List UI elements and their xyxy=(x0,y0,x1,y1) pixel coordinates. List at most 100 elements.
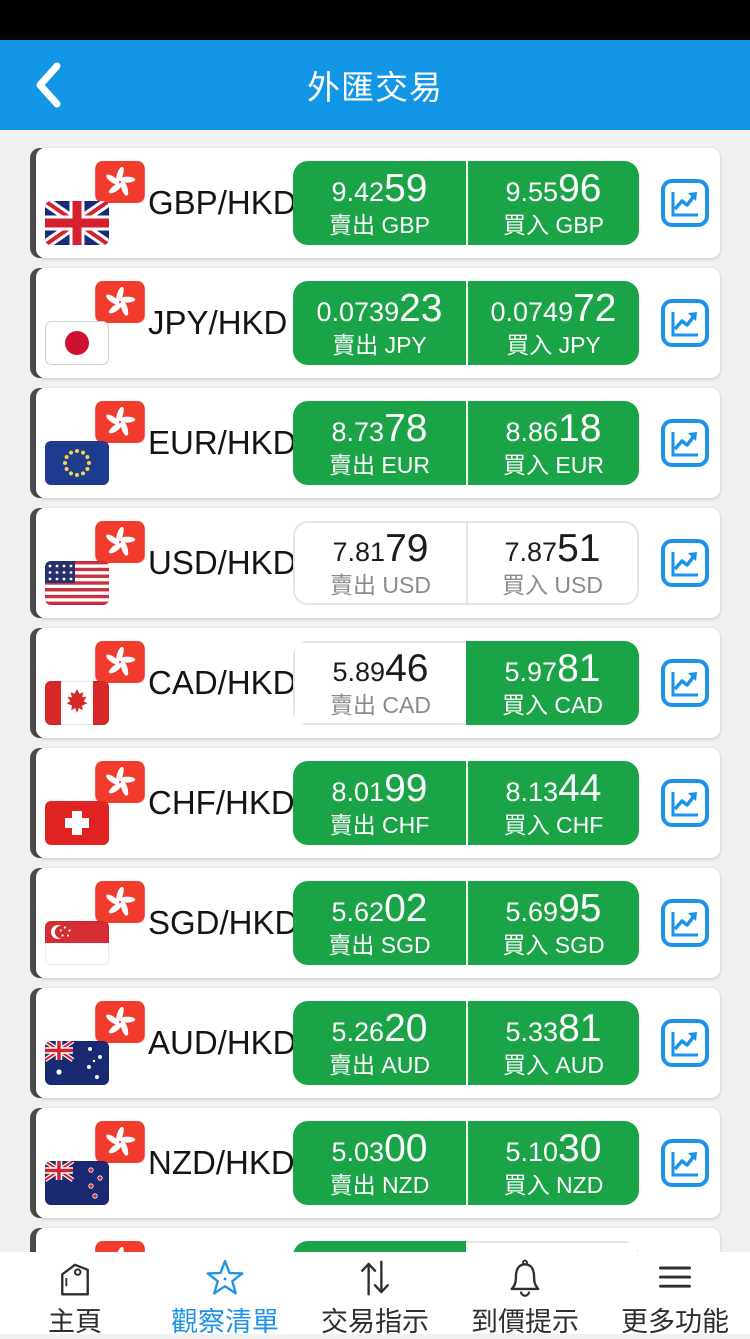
sell-price-big: 02 xyxy=(384,887,428,930)
buy-label: 買入 JPY xyxy=(506,332,601,358)
buy-price-small: 0.0749 xyxy=(490,297,574,327)
sell-price-big: 78 xyxy=(384,407,428,450)
sell-price-small: 8.73 xyxy=(331,417,385,447)
currency-pair-label: GBP/HKD xyxy=(148,184,297,221)
table-row: CHF/HKD 8.01 99 賣出 CHF 8.13 44 買入 CHF xyxy=(30,748,720,858)
buy-label: 買入 CHF xyxy=(503,812,604,838)
sell-label: 賣出 NZD xyxy=(329,1172,430,1198)
chart-button[interactable] xyxy=(660,1018,710,1068)
line-chart-icon xyxy=(660,778,710,828)
flag-gbp-icon xyxy=(45,201,109,245)
sell-price-button[interactable]: 5.03 00 賣出 NZD xyxy=(293,1121,466,1205)
chart-button[interactable] xyxy=(660,418,710,468)
flag-pair xyxy=(45,521,145,605)
buy-price-big: 81 xyxy=(557,647,601,690)
price-button-group: 0.0739 23 賣出 JPY 0.0749 72 買入 JPY xyxy=(293,281,639,365)
buy-label: 買入 GBP xyxy=(503,212,604,238)
flag-pair xyxy=(45,281,145,365)
buy-price-small: 7.87 xyxy=(504,537,558,567)
buy-price-button[interactable]: 5.33 81 買入 AUD xyxy=(466,1001,639,1085)
table-row: CAD/HKD 5.89 46 賣出 CAD 5.97 81 買入 CAD xyxy=(30,628,720,738)
price-button-group: 7.81 79 賣出 USD 7.87 51 買入 USD xyxy=(293,521,639,605)
buy-label: 買入 USD xyxy=(502,572,603,598)
tab-item-arrows-up-down[interactable]: 交易指示 xyxy=(300,1252,450,1337)
buy-price-button[interactable]: 8.13 44 買入 CHF xyxy=(466,761,639,845)
flag-hkd-icon xyxy=(95,401,145,443)
sell-price-small: 9.42 xyxy=(331,177,385,207)
chart-button[interactable] xyxy=(660,898,710,948)
sell-price-small: 5.03 xyxy=(331,1137,385,1167)
line-chart-icon xyxy=(660,418,710,468)
buy-price-button[interactable]: 5.69 95 買入 SGD xyxy=(466,881,639,965)
chart-button[interactable] xyxy=(660,658,710,708)
sell-price-small: 7.81 xyxy=(332,537,386,567)
page-title: 外匯交易 xyxy=(307,69,443,106)
sell-price-button[interactable]: 8.01 99 賣出 CHF xyxy=(293,761,466,845)
line-chart-icon xyxy=(660,1138,710,1188)
buy-price-big: 18 xyxy=(558,407,602,450)
sell-price-button[interactable]: 5.89 46 賣出 CAD xyxy=(293,641,466,725)
bell-icon xyxy=(503,1258,547,1298)
chart-button[interactable] xyxy=(660,778,710,828)
flag-pair xyxy=(45,1241,145,1252)
sell-label: 賣出 CHF xyxy=(329,812,430,838)
tab-item-bell[interactable]: 到價提示 xyxy=(450,1252,600,1337)
tab-label: 觀察清單 xyxy=(171,1307,279,1337)
star-icon xyxy=(203,1258,247,1298)
flag-pair xyxy=(45,161,145,245)
sell-price-button[interactable]: 7.81 79 賣出 USD xyxy=(295,523,466,603)
buy-label: 買入 AUD xyxy=(503,1052,604,1078)
flag-pair xyxy=(45,1001,145,1085)
buy-price-button[interactable]: 8.86 18 買入 EUR xyxy=(466,401,639,485)
sell-price-big: 59 xyxy=(384,167,428,210)
currency-pair-label: AUD/HKD xyxy=(148,1024,297,1061)
chart-button[interactable] xyxy=(660,1138,710,1188)
buy-price-button[interactable]: 0.0749 72 買入 JPY xyxy=(466,281,639,365)
buy-price-small: 5.33 xyxy=(505,1017,559,1047)
table-row-partial xyxy=(30,1228,720,1252)
currency-pair-label: CAD/HKD xyxy=(148,664,297,701)
chevron-left-icon xyxy=(33,61,63,109)
flag-pair xyxy=(45,761,145,845)
price-button-group xyxy=(293,1241,639,1252)
buy-price-big: 51 xyxy=(557,527,601,570)
buy-label: 買入 SGD xyxy=(502,932,605,958)
tab-bar: 主頁 觀察清單 交易指示 到價提示 更多功能 xyxy=(0,1252,750,1337)
line-chart-icon xyxy=(660,1018,710,1068)
flag-usd-icon xyxy=(45,561,109,605)
back-button[interactable] xyxy=(18,40,78,130)
tab-item-tag[interactable]: 主頁 xyxy=(0,1252,150,1337)
chart-button[interactable] xyxy=(660,298,710,348)
sell-price-button[interactable]: 5.26 20 賣出 AUD xyxy=(293,1001,466,1085)
sell-label: 賣出 SGD xyxy=(328,932,431,958)
sell-price-button[interactable]: 8.73 78 賣出 EUR xyxy=(293,401,466,485)
sell-price-button[interactable] xyxy=(293,1241,466,1252)
currency-pair-label: NZD/HKD xyxy=(148,1144,295,1181)
buy-price-button[interactable]: 7.87 51 買入 USD xyxy=(466,523,637,603)
flag-nzd-icon xyxy=(45,1161,109,1205)
buy-price-button[interactable] xyxy=(466,1241,639,1252)
buy-price-button[interactable]: 5.97 81 買入 CAD xyxy=(466,641,639,725)
sell-price-button[interactable]: 0.0739 23 賣出 JPY xyxy=(293,281,466,365)
header: 外匯交易 xyxy=(0,40,750,130)
flag-pair xyxy=(45,401,145,485)
sell-price-button[interactable]: 9.42 59 賣出 GBP xyxy=(293,161,466,245)
buy-price-small: 8.86 xyxy=(505,417,559,447)
chart-button[interactable] xyxy=(660,178,710,228)
flag-jpy-icon xyxy=(45,321,109,365)
flag-hkd-icon xyxy=(95,1001,145,1043)
sell-price-big: 23 xyxy=(399,287,443,330)
price-button-group: 5.89 46 賣出 CAD 5.97 81 買入 CAD xyxy=(293,641,639,725)
table-row: SGD/HKD 5.62 02 賣出 SGD 5.69 95 買入 SGD xyxy=(30,868,720,978)
flag-hkd-icon xyxy=(95,521,145,563)
tab-item-star[interactable]: 觀察清單 xyxy=(150,1252,300,1337)
line-chart-icon xyxy=(660,898,710,948)
buy-price-button[interactable]: 5.10 30 買入 NZD xyxy=(466,1121,639,1205)
sell-label: 賣出 EUR xyxy=(329,452,430,478)
sell-price-button[interactable]: 5.62 02 賣出 SGD xyxy=(293,881,466,965)
buy-price-button[interactable]: 9.55 96 買入 GBP xyxy=(466,161,639,245)
tab-label: 主頁 xyxy=(48,1307,102,1337)
chart-button[interactable] xyxy=(660,538,710,588)
buy-price-small: 9.55 xyxy=(505,177,559,207)
tab-item-menu-lines[interactable]: 更多功能 xyxy=(600,1252,750,1337)
